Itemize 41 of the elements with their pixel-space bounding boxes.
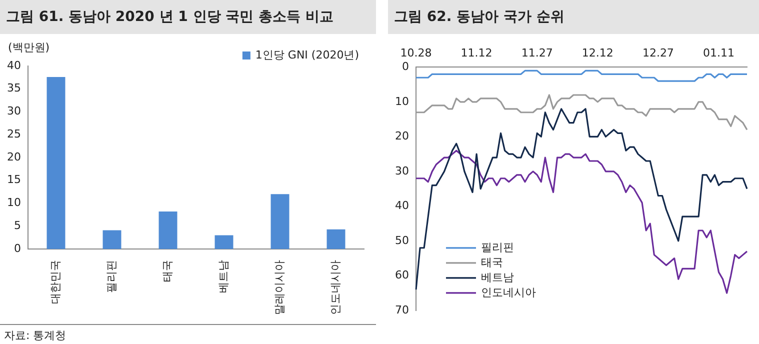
x-tick-label: 11.27 (521, 46, 553, 60)
y-tick-label: 35 (6, 82, 21, 95)
x-tick-label: 12.12 (582, 46, 614, 60)
y-tick-label: 10 (394, 94, 409, 108)
y-tick-label: 40 (394, 199, 409, 212)
text: 자료: 통계청 (0, 324, 376, 344)
bar (270, 194, 290, 249)
y-tick-label: 5 (14, 218, 21, 232)
x-tick-label: 11.12 (460, 46, 492, 60)
y-tick-label: 10 (6, 196, 21, 210)
y-tick-label: 30 (394, 164, 409, 178)
legend-label: 필리핀 (480, 240, 514, 254)
y-tick-label: 20 (6, 150, 21, 164)
x-tick-label: 태국 (160, 260, 174, 282)
bar (158, 211, 178, 249)
y-tick-label: 0 (402, 60, 409, 74)
y-tick-label: 15 (6, 173, 21, 186)
y-tick-label: 60 (394, 268, 409, 282)
y-tick-label: 70 (394, 303, 409, 316)
y-tick-label: 40 (6, 58, 21, 72)
y-tick-label: 50 (394, 234, 409, 247)
x-tick-label: 01.11 (702, 46, 734, 60)
bar (46, 76, 66, 249)
y-axis-title: (백만원) (8, 40, 50, 54)
bar (326, 229, 346, 249)
y-tick-label: 30 (6, 104, 21, 118)
y-tick-label: 0 (14, 242, 21, 255)
x-tick-label: 12.27 (642, 46, 674, 60)
bar (214, 235, 234, 249)
legend-label: 1인당 GNI (2020년) (255, 48, 360, 62)
chart-title: 그림 62. 동남아 국가 순위 (388, 0, 759, 34)
x-tick-label: 10.28 (400, 46, 432, 60)
x-tick-label: 대한민국 (48, 260, 62, 304)
y-tick-label: 20 (394, 130, 409, 143)
y-tick-label: 25 (6, 127, 21, 140)
x-tick-label: 필리핀 (104, 260, 118, 293)
x-tick-label: 말레이시아 (272, 260, 286, 315)
x-tick-label: 베트남 (216, 260, 230, 293)
bar (102, 230, 122, 249)
x-tick-label: 인도네시아 (328, 260, 342, 315)
chart-title: 그림 61. 동남아 2020 년 1 인당 국민 총소득 비교 (0, 0, 376, 34)
